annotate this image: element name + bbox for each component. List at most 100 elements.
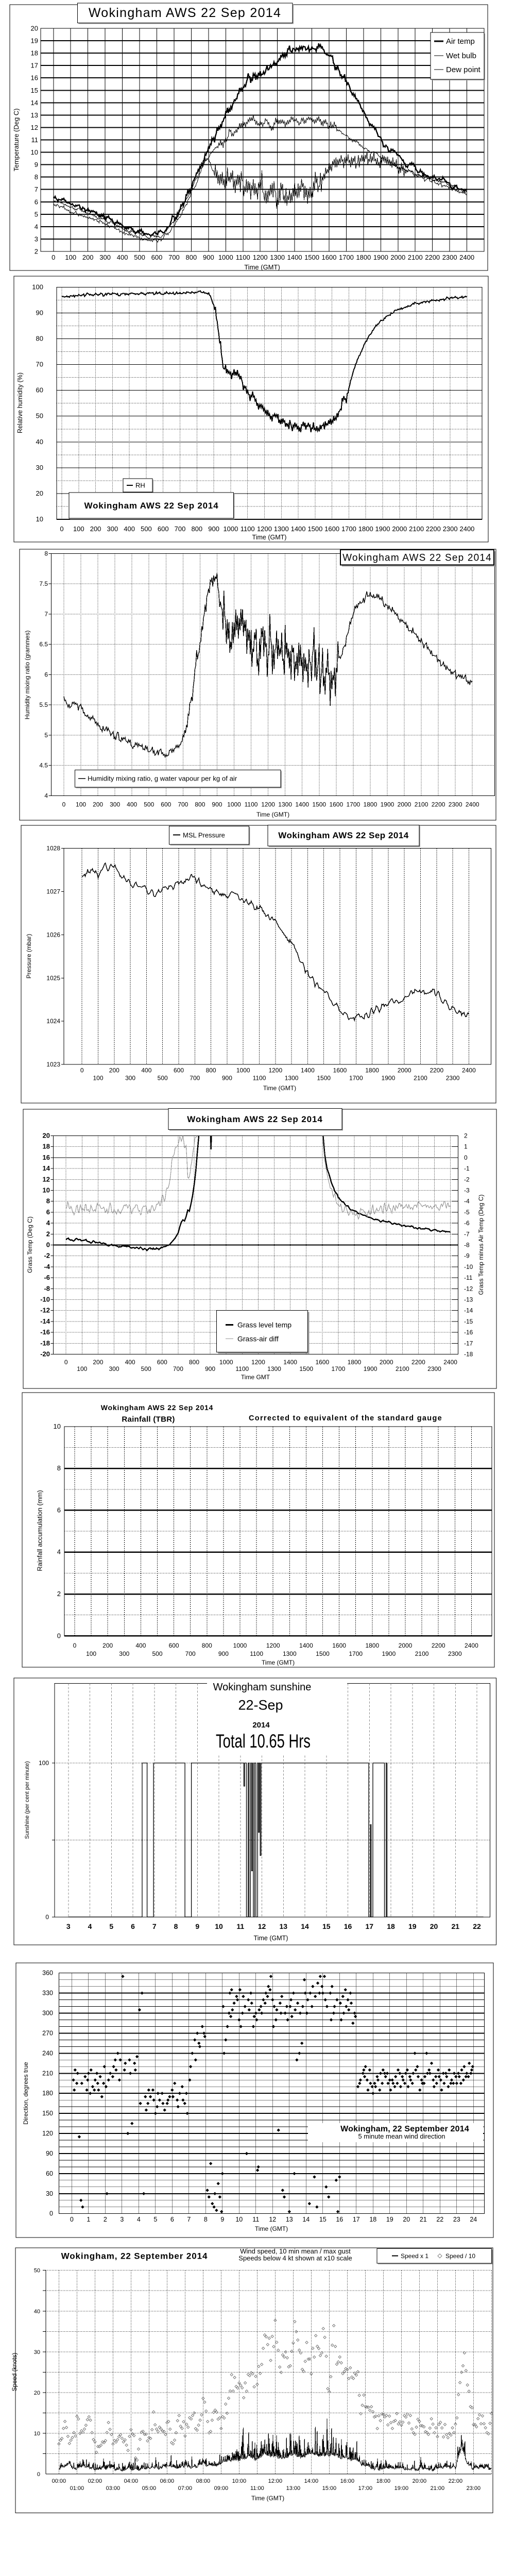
svg-text:2400: 2400 — [459, 525, 474, 533]
svg-text:10: 10 — [54, 1422, 61, 1430]
svg-text:200: 200 — [90, 525, 101, 533]
svg-text:1200: 1200 — [266, 1642, 280, 1649]
svg-text:06:00: 06:00 — [160, 2478, 175, 2484]
svg-text:900: 900 — [218, 1650, 229, 1657]
svg-text:7.5: 7.5 — [39, 580, 48, 587]
svg-text:-20: -20 — [40, 1350, 50, 1358]
svg-text:800: 800 — [202, 1642, 212, 1649]
svg-text:12: 12 — [258, 1922, 266, 1930]
svg-text:1300: 1300 — [278, 801, 292, 808]
svg-text:1400: 1400 — [283, 1359, 297, 1366]
svg-text:Grass level temp: Grass level temp — [237, 1321, 291, 1329]
svg-text:07:00: 07:00 — [178, 2485, 193, 2492]
svg-text:8: 8 — [46, 1197, 50, 1205]
svg-text:-8: -8 — [464, 1242, 470, 1249]
svg-text:19: 19 — [31, 37, 38, 45]
svg-text:Time (GMT): Time (GMT) — [256, 811, 289, 818]
svg-text:Grass Temp minus Air Temp (Deg: Grass Temp minus Air Temp (Deg C) — [477, 1195, 485, 1295]
svg-text:50: 50 — [34, 2268, 40, 2274]
svg-text:-18: -18 — [464, 1351, 473, 1358]
svg-text:1400: 1400 — [299, 1642, 313, 1649]
svg-text:2300: 2300 — [449, 801, 462, 808]
svg-text:0: 0 — [73, 1642, 77, 1649]
svg-text:16: 16 — [31, 74, 38, 82]
svg-text:-16: -16 — [464, 1329, 473, 1336]
svg-text:1400: 1400 — [295, 801, 309, 808]
svg-text:6: 6 — [57, 1506, 61, 1514]
svg-text:Humidity mixing ratio, g water: Humidity mixing ratio, g water vapour pe… — [88, 775, 237, 783]
svg-text:900: 900 — [212, 801, 222, 808]
svg-text:20:00: 20:00 — [413, 2478, 427, 2484]
svg-text:2000: 2000 — [398, 801, 411, 808]
svg-text:01:00: 01:00 — [70, 2485, 84, 2492]
svg-text:300: 300 — [42, 2010, 53, 2017]
svg-text:20: 20 — [43, 1132, 50, 1140]
svg-text:1800: 1800 — [365, 1067, 379, 1074]
svg-text:-2: -2 — [464, 1176, 470, 1183]
svg-text:0: 0 — [57, 1632, 61, 1639]
svg-text:1200: 1200 — [261, 801, 275, 808]
svg-text:16: 16 — [344, 1922, 352, 1930]
svg-text:Wokingham AWS 22 Sep 2014: Wokingham AWS 22 Sep 2014 — [278, 831, 408, 840]
svg-text:9: 9 — [35, 161, 38, 168]
svg-text:12: 12 — [43, 1175, 50, 1183]
svg-text:700: 700 — [175, 525, 186, 533]
svg-text:23:00: 23:00 — [467, 2485, 481, 2492]
svg-text:600: 600 — [174, 1067, 184, 1074]
svg-text:Sunshine (per cent per minute): Sunshine (per cent per minute) — [24, 1761, 30, 1839]
svg-text:300: 300 — [99, 253, 111, 261]
svg-text:4.5: 4.5 — [39, 762, 48, 769]
svg-text:120: 120 — [42, 2130, 53, 2137]
svg-text:16: 16 — [336, 2216, 343, 2223]
svg-text:12: 12 — [31, 124, 38, 131]
svg-text:6: 6 — [46, 1208, 50, 1216]
svg-text:Wokingham AWS 22 Sep 2014: Wokingham AWS 22 Sep 2014 — [342, 553, 492, 564]
svg-text:30: 30 — [46, 2190, 53, 2197]
svg-text:21: 21 — [420, 2216, 427, 2223]
svg-text:180: 180 — [42, 2090, 53, 2097]
svg-text:210: 210 — [42, 2070, 53, 2077]
svg-text:500: 500 — [141, 1365, 151, 1372]
svg-text:-18: -18 — [40, 1339, 50, 1347]
svg-text:1200: 1200 — [253, 253, 268, 261]
svg-text:1100: 1100 — [241, 525, 255, 533]
svg-text:1300: 1300 — [267, 1365, 281, 1372]
svg-text:1400: 1400 — [287, 253, 302, 261]
svg-text:Time (GMT): Time (GMT) — [262, 1659, 295, 1666]
svg-text:5: 5 — [35, 210, 38, 218]
svg-text:21: 21 — [452, 1922, 460, 1930]
svg-text:Wind speed, 10 min mean / max: Wind speed, 10 min mean / max gust — [240, 2247, 351, 2255]
svg-text:9: 9 — [220, 2216, 224, 2223]
svg-text:Direction, degrees true: Direction, degrees true — [22, 2062, 29, 2125]
svg-text:600: 600 — [161, 801, 171, 808]
svg-text:7: 7 — [187, 2216, 191, 2223]
svg-text:1600: 1600 — [329, 801, 343, 808]
svg-text:500: 500 — [144, 801, 154, 808]
svg-text:-11: -11 — [464, 1274, 473, 1281]
svg-text:10: 10 — [36, 515, 43, 523]
svg-text:6: 6 — [44, 671, 48, 678]
svg-text:2300: 2300 — [446, 1075, 460, 1082]
svg-text:13: 13 — [31, 111, 38, 119]
svg-text:-12: -12 — [464, 1285, 473, 1292]
svg-text:150: 150 — [42, 2110, 53, 2117]
svg-text:2100: 2100 — [415, 801, 428, 808]
svg-text:16: 16 — [43, 1154, 50, 1161]
svg-text:100: 100 — [39, 1759, 49, 1767]
svg-text:-12: -12 — [40, 1307, 50, 1314]
svg-text:5 minute mean wind direction: 5 minute mean wind direction — [358, 2132, 445, 2140]
svg-text:12:00: 12:00 — [268, 2478, 283, 2484]
svg-text:4: 4 — [44, 792, 48, 799]
svg-text:4: 4 — [46, 1219, 50, 1227]
svg-text:Wokingham AWS 22 Sep 2014: Wokingham AWS 22 Sep 2014 — [101, 1403, 213, 1412]
svg-text:22:00: 22:00 — [449, 2478, 463, 2484]
svg-text:21:00: 21:00 — [431, 2485, 445, 2492]
svg-text:90: 90 — [36, 309, 43, 316]
svg-text:600: 600 — [158, 525, 169, 533]
svg-text:Speed (knots): Speed (knots) — [11, 2353, 18, 2392]
svg-text:12: 12 — [269, 2216, 276, 2223]
svg-text:14: 14 — [302, 2216, 310, 2223]
svg-text:1000: 1000 — [219, 1359, 233, 1366]
svg-text:400: 400 — [141, 1067, 151, 1074]
svg-text:30: 30 — [34, 2349, 40, 2355]
